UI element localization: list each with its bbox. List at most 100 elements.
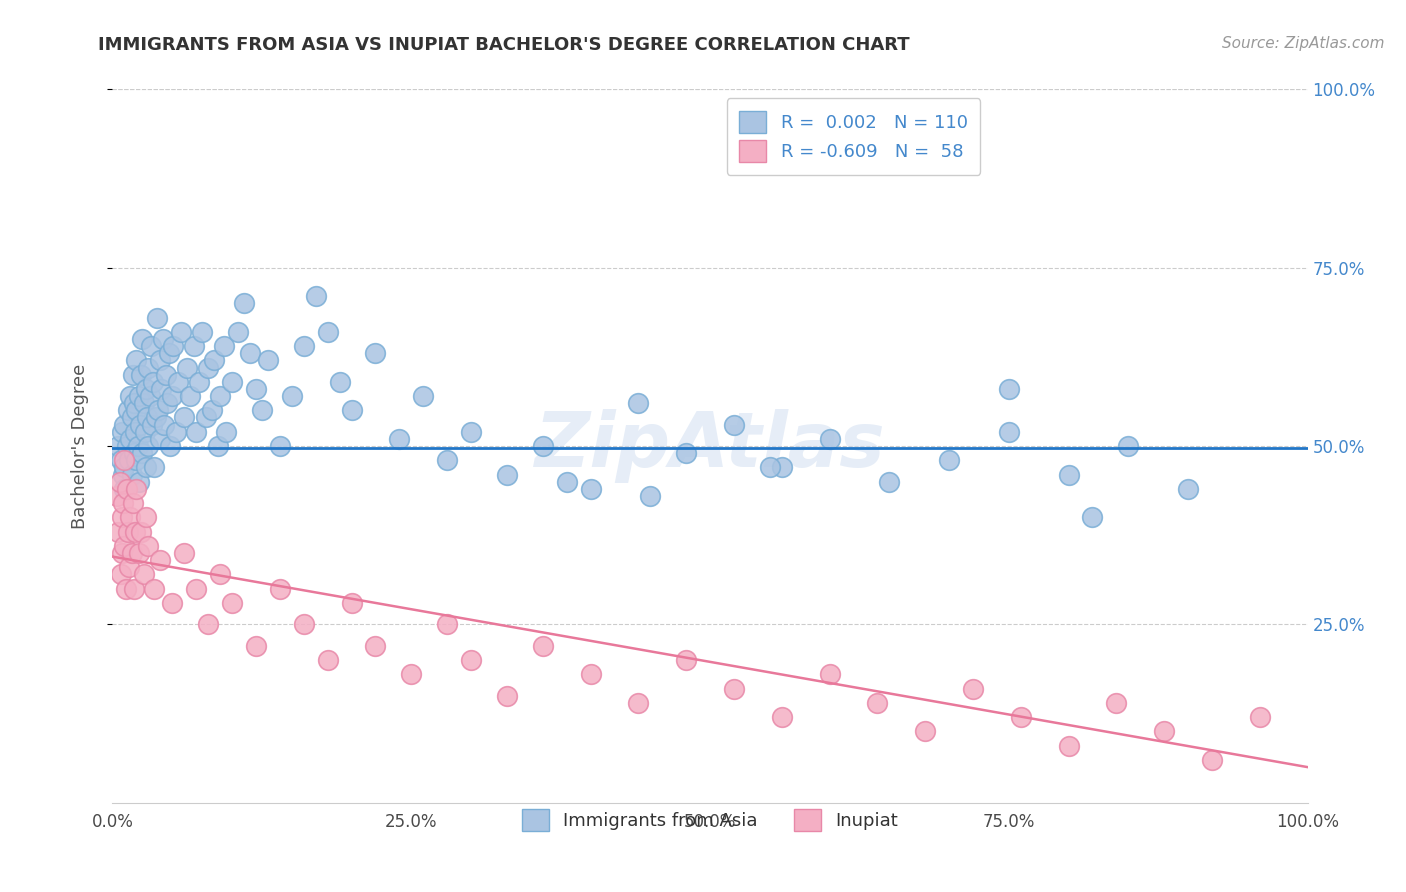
Point (209, 567, 232, 582)
Point (364, 639, 387, 653)
Point (143, 460, 166, 475)
Point (866, 696, 889, 710)
Point (250, 403, 273, 417)
Point (316, 325, 339, 339)
Point (197, 360, 219, 375)
Y-axis label: Bachelor's Degree: Bachelor's Degree (70, 363, 89, 529)
Point (364, 346, 387, 360)
Point (460, 653, 482, 667)
Point (122, 582, 145, 596)
Point (129, 524, 152, 539)
Point (132, 396, 155, 410)
Point (555, 475, 578, 489)
Point (723, 681, 745, 696)
Point (105, 489, 128, 503)
Point (340, 596, 363, 610)
Point (129, 368, 152, 382)
Point (149, 432, 172, 446)
Point (388, 432, 411, 446)
Point (167, 375, 190, 389)
Point (150, 382, 173, 396)
Point (111, 510, 134, 524)
Point (156, 396, 179, 410)
Point (118, 560, 141, 574)
Point (153, 417, 176, 432)
Point (401, 667, 423, 681)
Point (125, 482, 148, 496)
Point (107, 439, 129, 453)
Point (675, 446, 697, 460)
Point (998, 382, 1021, 396)
Point (138, 439, 160, 453)
Point (675, 653, 697, 667)
Point (120, 432, 142, 446)
Point (110, 567, 132, 582)
Point (165, 425, 187, 439)
Point (117, 403, 139, 417)
Point (1201, 753, 1223, 767)
Text: ZipAtlas: ZipAtlas (534, 409, 886, 483)
Point (131, 446, 153, 460)
Point (201, 403, 224, 417)
Point (136, 410, 159, 425)
Point (149, 553, 172, 567)
Point (938, 453, 960, 467)
Point (138, 360, 160, 375)
Point (152, 332, 174, 346)
Point (128, 546, 150, 560)
Point (145, 310, 167, 325)
Point (269, 582, 291, 596)
Point (233, 296, 256, 310)
Point (176, 360, 198, 375)
Point (135, 382, 157, 396)
Point (292, 339, 315, 353)
Point (496, 467, 519, 482)
Point (1081, 510, 1104, 524)
Point (759, 460, 782, 475)
Point (114, 460, 135, 475)
Point (207, 439, 229, 453)
Point (305, 289, 328, 303)
Point (115, 482, 138, 496)
Point (120, 389, 142, 403)
Point (194, 410, 217, 425)
Point (128, 475, 150, 489)
Point (257, 353, 280, 368)
Point (186, 582, 208, 596)
Point (245, 639, 267, 653)
Point (112, 467, 135, 482)
Point (114, 539, 135, 553)
Legend: Immigrants from Asia, Inupiat: Immigrants from Asia, Inupiat (509, 797, 911, 844)
Point (183, 339, 205, 353)
Point (141, 417, 163, 432)
Point (122, 446, 145, 460)
Point (239, 346, 262, 360)
Point (627, 396, 650, 410)
Point (179, 389, 201, 403)
Point (138, 389, 160, 403)
Point (121, 410, 143, 425)
Point (316, 653, 339, 667)
Point (131, 332, 153, 346)
Point (125, 353, 148, 368)
Point (129, 417, 152, 432)
Point (723, 417, 745, 432)
Point (186, 425, 208, 439)
Point (108, 475, 131, 489)
Point (110, 453, 132, 467)
Point (125, 403, 148, 417)
Point (121, 368, 143, 382)
Point (221, 596, 243, 610)
Point (162, 596, 183, 610)
Point (215, 425, 238, 439)
Point (496, 689, 519, 703)
Point (1057, 467, 1080, 482)
Point (122, 396, 145, 410)
Point (121, 546, 143, 560)
Point (124, 425, 146, 439)
Point (138, 539, 160, 553)
Point (531, 439, 554, 453)
Point (173, 410, 195, 425)
Point (121, 467, 143, 482)
Point (292, 617, 315, 632)
